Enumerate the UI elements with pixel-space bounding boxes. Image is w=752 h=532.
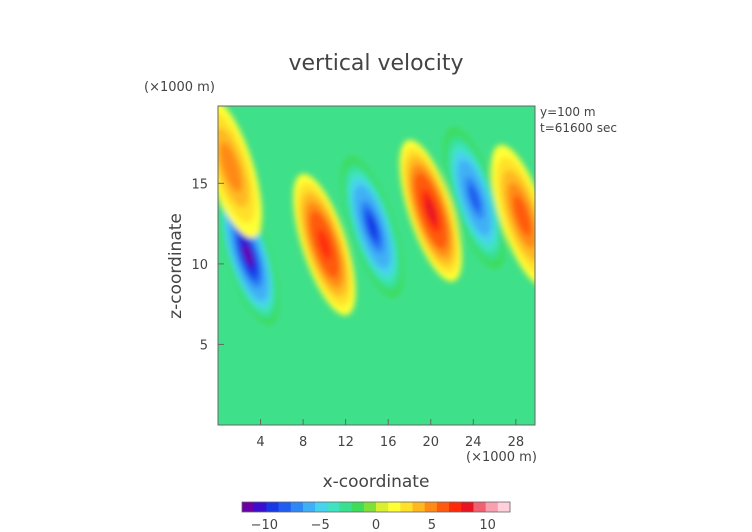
velocity-field (218, 106, 535, 326)
y-axis: 5 10 15 (191, 177, 224, 353)
x-tick-label: 4 (256, 435, 264, 450)
colorbar-swatch (266, 502, 279, 512)
colorbar-swatch (327, 502, 340, 512)
colorbar-tick-label: 10 (479, 518, 496, 532)
colorbar-swatch (278, 502, 292, 512)
z-scale-note: (×1000 m) (144, 80, 215, 95)
colorbar-tick-label: −10 (251, 518, 278, 532)
velocity-cell-6-level-4 (219, 142, 242, 192)
velocity-cell-3-level-8 (424, 197, 437, 224)
annotation-t: t=61600 sec (540, 121, 617, 135)
velocity-cell-2-level-9 (367, 214, 378, 239)
colorbar: −10 −5 0 5 10 (241, 501, 511, 532)
y-tick-label: 10 (191, 258, 208, 273)
colorbar-swatch (461, 502, 474, 512)
colorbar-swatch (376, 502, 389, 512)
colorbar-swatch (412, 502, 426, 512)
colorbar-swatch (339, 502, 353, 512)
colorbar-swatch (315, 502, 328, 512)
colorbar-swatch (388, 502, 401, 512)
y-tick-label: 5 (200, 338, 208, 353)
velocity-cell-5-level-5 (513, 195, 532, 236)
colorbar-swatch (254, 502, 267, 512)
colorbar-swatch (351, 502, 365, 512)
colorbar-swatch (242, 502, 255, 512)
velocity-cell-1-level-7 (317, 229, 331, 260)
chart-title: vertical velocity (288, 51, 463, 76)
colorbar-swatch (497, 502, 511, 512)
colorbar-swatch (302, 502, 316, 512)
colorbar-tick-label: 0 (372, 518, 380, 532)
x-tick-label: 12 (337, 435, 354, 450)
velocity-cell-4-level-8 (468, 184, 481, 212)
colorbar-swatch (400, 502, 413, 512)
x-tick-label: 28 (508, 435, 525, 450)
x-scale-note: (×1000 m) (466, 450, 537, 465)
colorbar-tick-label: 5 (428, 518, 436, 532)
x-tick-label: 8 (299, 435, 307, 450)
velocity-cell-0-level-11 (243, 244, 253, 264)
annotation-y: y=100 m (540, 105, 596, 119)
colorbar-swatch (436, 502, 450, 512)
x-tick-label: 16 (380, 435, 397, 450)
colorbar-swatch (363, 502, 377, 512)
colorbar-swatch (473, 502, 487, 512)
colorbar-tick-label: −5 (311, 518, 330, 532)
x-tick-label: 24 (465, 435, 482, 450)
y-axis-label: z-coordinate (166, 213, 186, 319)
colorbar-frame (241, 501, 511, 513)
colorbar-swatch (424, 502, 438, 512)
colorbar-swatch (449, 502, 462, 512)
colorbar-swatch (485, 502, 499, 512)
colorbar-swatch (290, 502, 304, 512)
x-axis: 4 8 12 16 20 24 28 (256, 419, 524, 450)
plot-area (218, 106, 535, 425)
x-tick-label: 20 (422, 435, 439, 450)
x-axis-label: x-coordinate (323, 472, 430, 492)
plot-frame (217, 105, 536, 426)
y-tick-label: 15 (191, 177, 208, 192)
